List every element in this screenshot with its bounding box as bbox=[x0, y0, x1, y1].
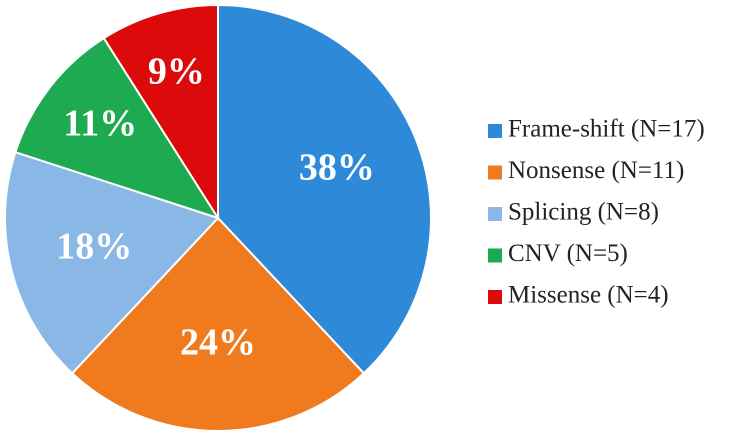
pie-slice bbox=[217, 3, 432, 375]
legend-label: CNV (N=5) bbox=[508, 240, 628, 267]
slice-label: 38% bbox=[299, 147, 375, 189]
legend-label: Splicing (N=8) bbox=[508, 199, 659, 226]
legend-label: Nonsense (N=11) bbox=[508, 157, 684, 184]
legend-swatch bbox=[488, 124, 502, 138]
slice-label: 9% bbox=[148, 51, 205, 93]
legend-label: Missense (N=4) bbox=[508, 282, 669, 309]
legend-swatch bbox=[488, 207, 502, 221]
legend-swatch bbox=[488, 165, 502, 180]
legend-swatch bbox=[488, 290, 502, 304]
pie-slice bbox=[102, 3, 219, 222]
slice-label: 24% bbox=[180, 322, 256, 364]
slice-label: 18% bbox=[56, 226, 132, 268]
pie-slice bbox=[70, 216, 366, 432]
pie-slice bbox=[4, 150, 220, 375]
legend-label: Frame-shift (N=17) bbox=[508, 116, 705, 143]
legend-swatch bbox=[488, 248, 502, 263]
slice-label: 11% bbox=[63, 102, 137, 144]
pie-slice bbox=[14, 36, 221, 220]
